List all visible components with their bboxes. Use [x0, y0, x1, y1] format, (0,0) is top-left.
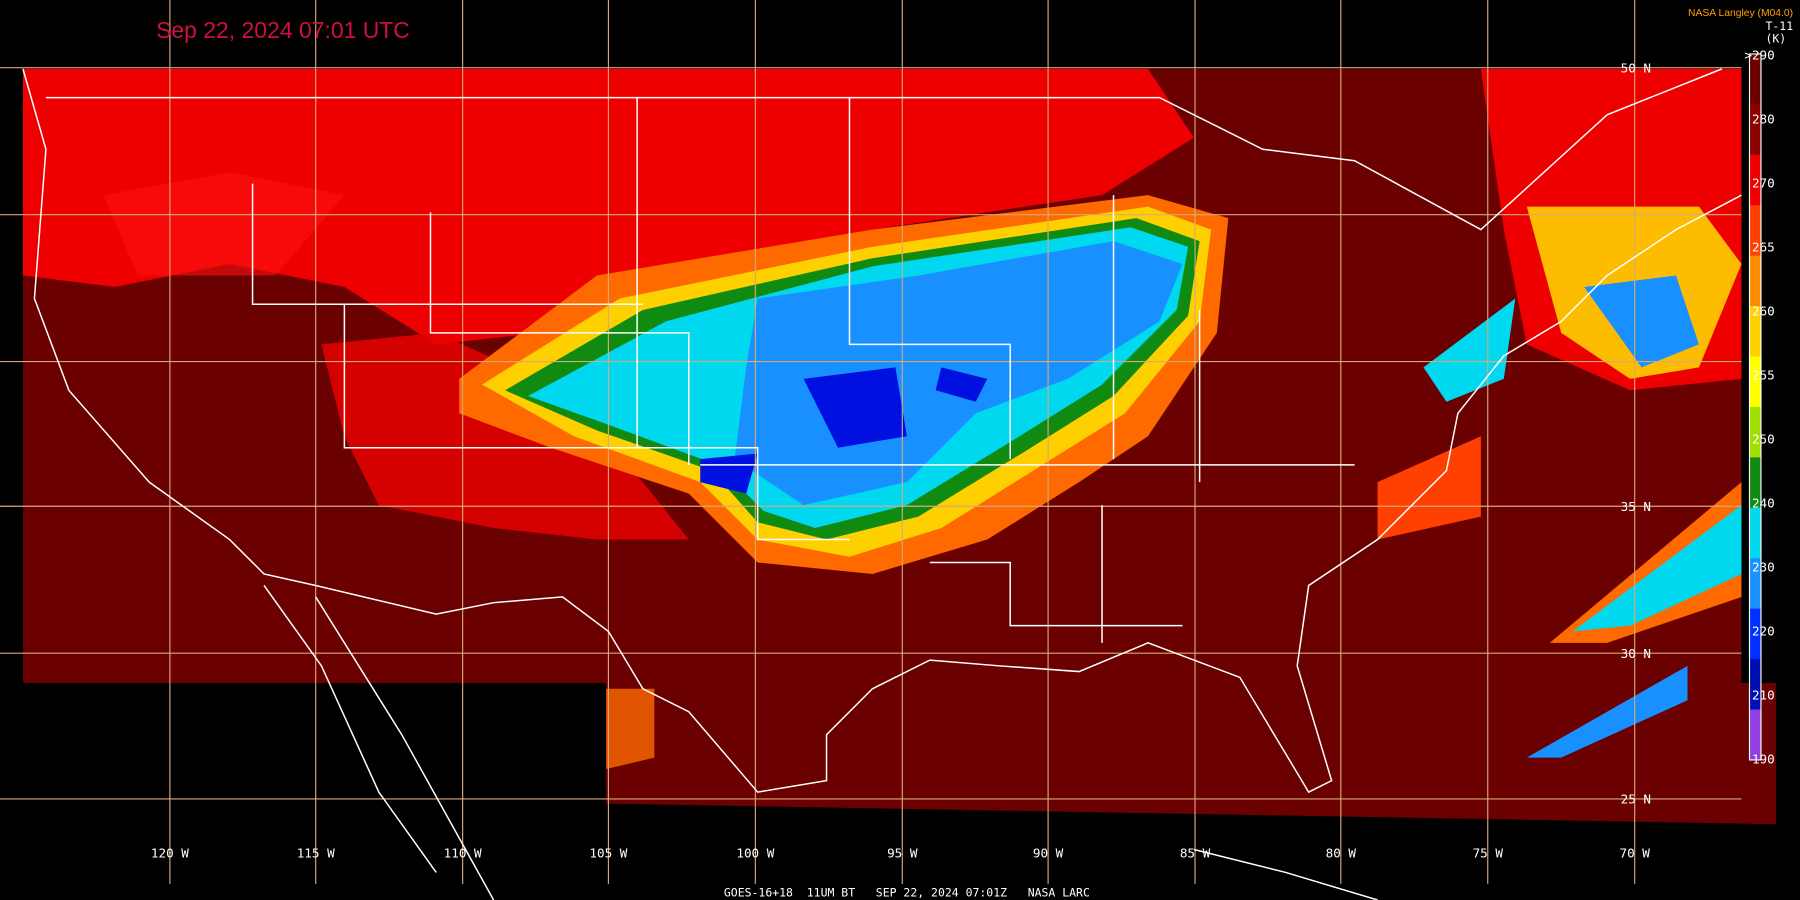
cloud-blue: [1584, 275, 1699, 368]
colorbar-swatch: [1749, 356, 1761, 408]
longitude-label: 100 W: [736, 846, 774, 861]
colorbar: >290 280 270 265 260 255 250 240 230 220 210 190: [1744, 48, 1774, 767]
colorbar-label: 260: [1752, 304, 1775, 319]
colorbar-unit: (K): [1766, 31, 1787, 45]
cuba-coast: [1193, 848, 1378, 900]
colorbar-swatch: [1749, 154, 1761, 206]
latitude-label: 35 N: [1621, 499, 1651, 514]
latitude-label: 30 N: [1621, 646, 1651, 661]
longitude-label: 85 W: [1180, 846, 1211, 861]
cloud-blue: [1526, 665, 1688, 758]
longitude-label: 120 W: [151, 846, 189, 861]
colorbar-swatch: [1749, 306, 1761, 358]
boundaries: [22, 68, 1742, 900]
colorbar-swatch: [1749, 104, 1761, 156]
colorbar-swatch: [1749, 608, 1761, 660]
longitude-label: 115 W: [297, 846, 335, 861]
timestamp-title: Sep 22, 2024 07:01 UTC: [156, 17, 410, 43]
colorbar-swatch: [1749, 709, 1761, 761]
latitude-label: 25 N: [1621, 792, 1651, 807]
cloud-red: [321, 332, 689, 540]
graticule: [0, 0, 1742, 884]
latitude-label: 50 N: [1621, 60, 1651, 75]
us-canada-border: [45, 68, 1723, 231]
colorbar-swatch: [1749, 558, 1761, 610]
longitude-label: 110 W: [444, 846, 482, 861]
labels: Sep 22, 2024 07:01 UTC NASA Langley (M04…: [151, 8, 1793, 899]
colorbar-swatch: [1749, 457, 1761, 509]
colorbar-swatch: [1749, 406, 1761, 458]
colorbar-label: 265: [1752, 240, 1775, 255]
colorbar-label: 255: [1752, 368, 1775, 383]
colorbar-swatch: [1749, 53, 1761, 105]
colorbar-label: 220: [1752, 623, 1775, 638]
colorbar-swatch: [1749, 659, 1761, 711]
longitude-label: 90 W: [1033, 846, 1064, 861]
colorbar-label: 210: [1752, 687, 1775, 702]
baja-coast: [263, 585, 495, 900]
cloud-red: [103, 172, 345, 276]
cloud-orange: [606, 688, 655, 770]
footer: GOES-16+18 11UM BT SEP 22, 2024 07:01Z N…: [724, 886, 1090, 900]
colorbar-swatch: [1749, 255, 1761, 307]
imagery: [22, 68, 1776, 825]
colorbar-frame: [1748, 53, 1762, 761]
colorbar-label: 280: [1752, 112, 1775, 127]
credit: NASA Langley (M04.0): [1688, 8, 1793, 19]
colorbar-label: 270: [1752, 176, 1775, 191]
longitude-label: 70 W: [1620, 846, 1651, 861]
longitude-label: 80 W: [1326, 846, 1357, 861]
colorbar-swatch: [1749, 205, 1761, 257]
colorbar-label: >290: [1744, 48, 1774, 63]
image-south: [606, 683, 1776, 825]
colorbar-label: 240: [1752, 496, 1775, 511]
colorbar-label: 190: [1752, 751, 1775, 766]
longitude-label: 105 W: [589, 846, 627, 861]
state-lines: [251, 97, 1355, 643]
cloud-deep-blue: [700, 367, 988, 494]
us-coastline: [22, 68, 1742, 794]
colorbar-label: 230: [1752, 559, 1775, 574]
longitude-label: 95 W: [887, 846, 918, 861]
colorbar-label: 250: [1752, 432, 1775, 447]
longitude-label: 75 W: [1473, 846, 1504, 861]
cloud-cyan: [1423, 298, 1516, 402]
colorbar-channel: T-11: [1765, 19, 1793, 33]
colorbar-swatch: [1749, 507, 1761, 559]
